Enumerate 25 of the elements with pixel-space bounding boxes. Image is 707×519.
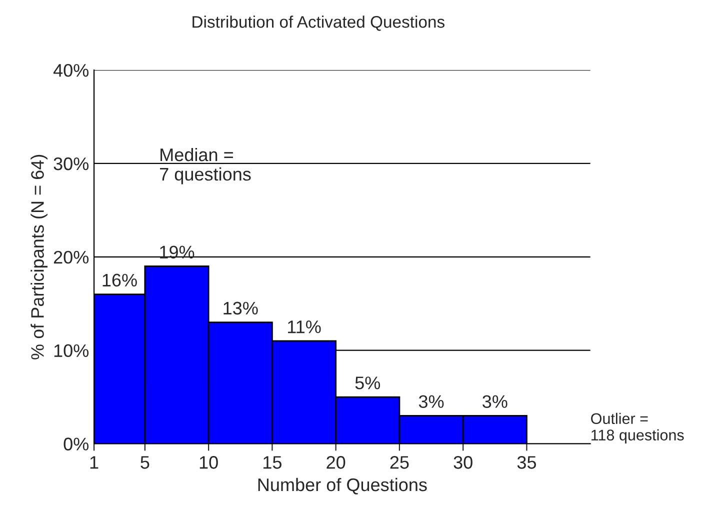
x-tick-label: 35 [517, 456, 536, 469]
data-label: 3% [418, 395, 444, 408]
y-tick-label: 0% [64, 438, 89, 450]
x-tick-label: 15 [264, 456, 282, 469]
annotation: Median = 7 questions [160, 148, 251, 184]
data-label: 13% [224, 302, 258, 315]
x-tick-label: 25 [390, 456, 409, 469]
y-tick-label: 20% [54, 250, 89, 264]
x-tick-label: 20 [326, 456, 346, 469]
x-tick-label: 5 [140, 456, 150, 469]
y-tick-label: 40% [53, 64, 89, 77]
x-tick-label: 10 [200, 456, 218, 469]
data-label: 11% [288, 320, 321, 334]
data-label: 19% [160, 246, 194, 259]
data-label: 3% [482, 395, 508, 408]
x-tick-label: 1 [90, 456, 98, 469]
data-label: 5% [355, 376, 380, 390]
y-tick-label: 30% [54, 157, 89, 170]
data-label: 16% [102, 274, 137, 287]
y-axis-title: % of Participants (N = 64) [30, 154, 48, 360]
chart-title: Distribution of Activated Questions [192, 16, 444, 31]
x-axis-title: Number of Questions [258, 478, 427, 494]
y-tick-label: 10% [54, 344, 89, 358]
x-tick-label: 30 [454, 456, 472, 469]
text: Outlier = 118 questions [591, 412, 684, 444]
